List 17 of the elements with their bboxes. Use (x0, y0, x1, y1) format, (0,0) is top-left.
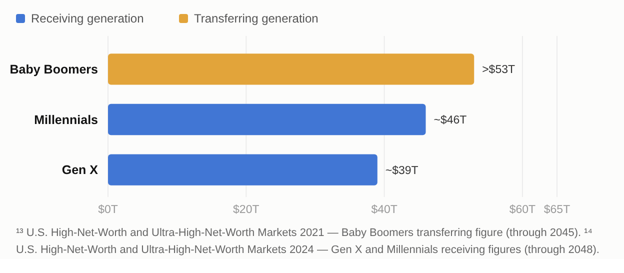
legend-label: Receiving generation (31, 12, 144, 26)
data-label: ~$39T (385, 164, 418, 177)
bar (108, 104, 426, 136)
bar (108, 154, 378, 186)
bar (108, 54, 474, 85)
y-tick-label: Millennials (34, 112, 98, 127)
legend-label: Transferring generation (194, 12, 318, 26)
x-tick-label: $65T (544, 204, 570, 216)
text: ¹³ U.S. High-Net-Worth and Ultra-High-Net-Worth Markets 2021 — Baby Boomers transferring figure (through 2045). ¹⁴ U.S. High-Net-Worth and Ultra-High-Net-Worth Markets 2024 — Gen X and Millennials receiving figures (through 2048). (15, 226, 600, 258)
x-tick-label: $60T (509, 204, 536, 216)
y-tick-label: Gen X (62, 163, 99, 178)
x-tick-label: $40T (371, 204, 398, 216)
y-tick-label: Baby Boomers (10, 62, 98, 77)
data-label: ~$46T (434, 114, 467, 127)
x-tick-label: $20T (233, 204, 260, 216)
x-tick-label: $0T (98, 204, 118, 216)
data-label: >$53T (482, 64, 516, 76)
